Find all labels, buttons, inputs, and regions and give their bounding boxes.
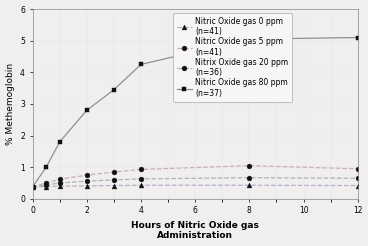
- X-axis label: Hours of Nitric Oxide gas
Administration: Hours of Nitric Oxide gas Administration: [131, 221, 259, 240]
- Line: Nitric Oxide gas 0 ppm
(n=41): Nitric Oxide gas 0 ppm (n=41): [30, 183, 360, 189]
- Nitric Oxide gas 5 ppm
(n=41): [44, 182, 48, 184]
- Nitric Oxide gas 5 ppm
(n=41): [112, 170, 116, 173]
- Nitric Oxide gas 0 ppm
(n=41): [44, 185, 48, 188]
- Nitrix Oxide gas 20 ppm
(n=36): [85, 180, 89, 183]
- Nitrix Oxide gas 20 ppm
(n=36): [31, 185, 35, 188]
- Nitric Oxide gas 80 ppm
(n=37): [139, 63, 143, 66]
- Line: Nitric Oxide gas 80 ppm
(n=37): Nitric Oxide gas 80 ppm (n=37): [30, 35, 360, 189]
- Nitric Oxide gas 5 ppm
(n=41): [57, 178, 62, 181]
- Nitric Oxide gas 0 ppm
(n=41): [57, 185, 62, 188]
- Nitric Oxide gas 5 ppm
(n=41): [355, 167, 360, 170]
- Nitrix Oxide gas 20 ppm
(n=36): [112, 178, 116, 181]
- Nitric Oxide gas 80 ppm
(n=37): [85, 109, 89, 112]
- Nitric Oxide gas 80 ppm
(n=37): [355, 36, 360, 39]
- Nitrix Oxide gas 20 ppm
(n=36): [355, 177, 360, 180]
- Nitrix Oxide gas 20 ppm
(n=36): [247, 176, 252, 179]
- Nitric Oxide gas 0 ppm
(n=41): [247, 184, 252, 187]
- Nitric Oxide gas 80 ppm
(n=37): [31, 185, 35, 188]
- Nitric Oxide gas 0 ppm
(n=41): [139, 184, 143, 187]
- Nitric Oxide gas 80 ppm
(n=37): [44, 166, 48, 169]
- Nitric Oxide gas 0 ppm
(n=41): [355, 184, 360, 187]
- Legend: Nitric Oxide gas 0 ppm
(n=41), Nitric Oxide gas 5 ppm
(n=41), Nitrix Oxide gas 2: Nitric Oxide gas 0 ppm (n=41), Nitric Ox…: [173, 13, 292, 102]
- Nitric Oxide gas 5 ppm
(n=41): [31, 185, 35, 188]
- Nitrix Oxide gas 20 ppm
(n=36): [57, 182, 62, 184]
- Y-axis label: % Methemoglobin: % Methemoglobin: [6, 63, 15, 145]
- Nitric Oxide gas 5 ppm
(n=41): [247, 164, 252, 167]
- Nitrix Oxide gas 20 ppm
(n=36): [139, 177, 143, 180]
- Nitric Oxide gas 0 ppm
(n=41): [85, 184, 89, 187]
- Nitric Oxide gas 5 ppm
(n=41): [139, 168, 143, 171]
- Line: Nitric Oxide gas 5 ppm
(n=41): Nitric Oxide gas 5 ppm (n=41): [30, 163, 360, 189]
- Nitric Oxide gas 80 ppm
(n=37): [112, 88, 116, 91]
- Nitric Oxide gas 0 ppm
(n=41): [112, 184, 116, 187]
- Line: Nitrix Oxide gas 20 ppm
(n=36): Nitrix Oxide gas 20 ppm (n=36): [30, 175, 360, 189]
- Nitric Oxide gas 80 ppm
(n=37): [247, 38, 252, 41]
- Nitric Oxide gas 5 ppm
(n=41): [85, 174, 89, 177]
- Nitric Oxide gas 80 ppm
(n=37): [57, 140, 62, 143]
- Nitric Oxide gas 0 ppm
(n=41): [31, 185, 35, 188]
- Nitrix Oxide gas 20 ppm
(n=36): [44, 184, 48, 186]
